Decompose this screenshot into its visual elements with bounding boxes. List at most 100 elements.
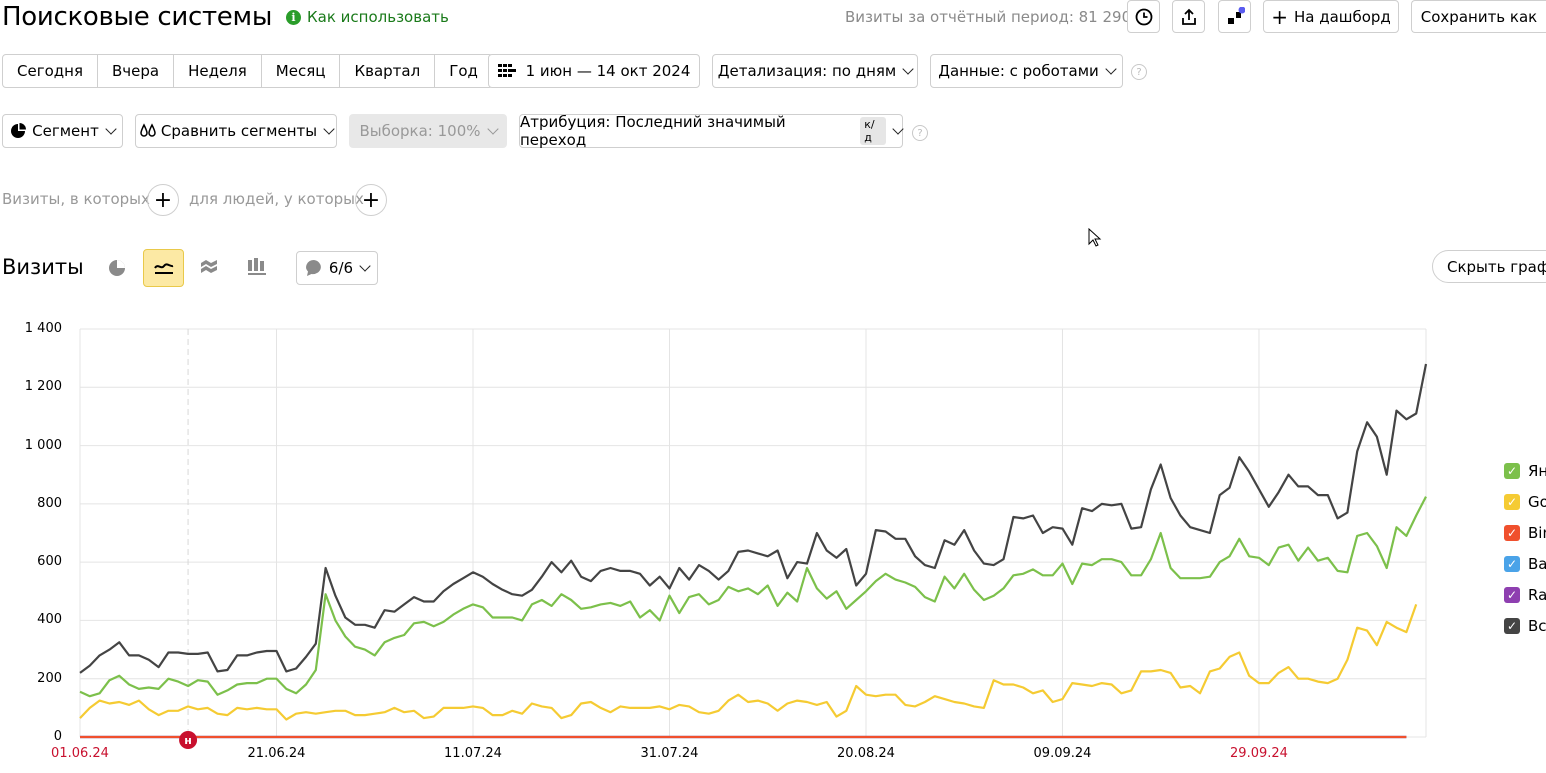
compare-segments-label: Сравнить сегменты [160,122,318,140]
save-as-label: Сохранить как [1420,7,1538,26]
sample-dropdown[interactable]: Выборка: 100% [349,114,507,148]
clock-icon [1135,8,1152,25]
save-as-button[interactable]: Сохранить как [1411,0,1546,33]
x-tick-label: 29.09.24 [1230,746,1288,761]
period-yesterday[interactable]: Вчера [98,55,175,87]
plus-icon: + [153,187,173,213]
y-tick-label: 1 200 [24,379,62,395]
hide-chart-label: Скрыть графи [1447,257,1546,276]
hide-chart-button[interactable]: Скрыть графи [1432,250,1546,283]
legend-label: Bin [1528,524,1546,542]
series-count: 6/6 [328,259,354,277]
segment-dropdown[interactable]: Сегмент [2,114,123,148]
detail-dropdown[interactable]: Детализация: по дням [712,54,918,88]
period-month[interactable]: Месяц [262,55,341,87]
x-tick-label: 20.08.24 [837,746,895,761]
how-to-link[interactable]: i Как использовать [286,8,449,26]
info-icon: i [286,9,301,25]
page-title: Поисковые системы [2,2,273,32]
legend-label: Вс [1528,617,1546,635]
series-line-yandex [79,496,1427,698]
x-tick-label: 09.09.24 [1033,746,1092,761]
stacked-bar-icon [248,258,266,275]
attribution-badge: к/д [860,117,887,145]
y-tick-label: 1 400 [24,321,62,336]
mouse-cursor-icon [1088,228,1102,247]
y-tick-label: 600 [37,554,62,570]
checkbox-icon[interactable]: ✓ [1504,525,1520,541]
segment-label: Сегмент [32,122,99,140]
drops-icon [140,123,156,137]
legend-item[interactable]: ✓ Вс [1504,617,1546,635]
line-chart-icon [153,263,173,274]
sample-label: Выборка: 100% [359,122,481,140]
period-today[interactable]: Сегодня [3,55,98,87]
data-mode-dropdown[interactable]: Данные: с роботами [930,54,1123,88]
checkbox-icon[interactable]: ✓ [1504,556,1520,572]
legend-label: Ян [1528,462,1546,480]
filter-visits-label: Визиты, в которых [2,190,150,208]
checkbox-icon[interactable]: ✓ [1504,463,1520,479]
legend-item[interactable]: ✓ Bin [1504,524,1546,542]
legend-label: Ra [1528,586,1546,604]
checkbox-icon[interactable]: ✓ [1504,494,1520,510]
pie-chart-type-button[interactable] [105,256,129,280]
legend-label: Go [1528,493,1546,511]
detail-label: Детализация: по дням [717,62,897,80]
pie-icon [11,123,27,138]
attribution-label: Атрибуция: Последний значимый переход [520,113,786,149]
y-tick-label: 200 [37,670,62,686]
x-tick-label: 21.06.24 [247,746,306,761]
legend-item[interactable]: ✓ Ba [1504,555,1546,573]
filter-people-label: для людей, у которых [189,190,364,208]
legend-item[interactable]: ✓ Go [1504,493,1546,511]
date-range-label: 1 июн — 14 окт 2024 [525,62,691,80]
y-tick-label: 0 [53,729,62,744]
series-line-total [79,363,1428,674]
export-button[interactable] [1172,0,1205,33]
checkbox-icon[interactable]: ✓ [1504,618,1520,634]
y-tick-label: 800 [37,495,62,511]
y-tick-label: 1 000 [24,437,62,453]
comment-icon [306,260,321,276]
history-button[interactable] [1127,0,1160,33]
to-dashboard-button[interactable]: + На дашборд [1263,0,1399,33]
to-dashboard-label: На дашборд [1293,7,1391,26]
data-mode-label: Данные: с роботами [938,62,1099,80]
share-icon [1181,8,1196,25]
period-quarter[interactable]: Квартал [340,55,436,87]
plus-icon: + [361,187,381,213]
compare-segments-dropdown[interactable]: Сравнить сегменты [135,114,337,148]
how-to-label: Как использовать [307,8,449,26]
calendar-icon [497,64,516,77]
area-chart-icon [201,260,217,273]
annotation-marker-label: н [184,734,192,747]
x-tick-label: 01.06.24 [51,746,109,761]
series-line-google [79,604,1418,721]
line-chart-type-button[interactable] [143,249,184,287]
bar-chart-type-button[interactable] [246,256,268,282]
add-visits-filter-button[interactable]: + [147,184,179,216]
legend-label: Ba [1528,555,1546,573]
y-tick-label: 400 [37,612,62,628]
period-year[interactable]: Год [449,62,478,80]
attribution-dropdown[interactable]: Атрибуция: Последний значимый переход к/… [519,113,904,149]
plus-icon: + [1271,4,1288,29]
legend-item[interactable]: ✓ Ян [1504,462,1546,480]
pie-chart-icon [109,260,125,276]
visits-total: Визиты за отчётный период: 81 290 [845,8,1132,26]
checkbox-icon[interactable]: ✓ [1504,587,1520,603]
assistant-button[interactable] [1218,0,1251,33]
annotations-dropdown[interactable]: 6/6 [296,251,378,285]
area-chart-type-button[interactable] [199,256,221,282]
help-icon[interactable]: ? [912,125,928,141]
x-tick-label: 11.07.24 [444,746,502,761]
add-people-filter-button[interactable]: + [355,184,387,216]
x-tick-label: 31.07.24 [640,746,699,761]
period-week[interactable]: Неделя [174,55,262,87]
assistant-icon [1227,6,1245,24]
chart-title: Визиты [2,255,84,279]
date-range-button[interactable]: 1 июн — 14 окт 2024 [488,54,700,88]
help-icon[interactable]: ? [1131,64,1147,80]
legend-item[interactable]: ✓ Ra [1504,586,1546,604]
